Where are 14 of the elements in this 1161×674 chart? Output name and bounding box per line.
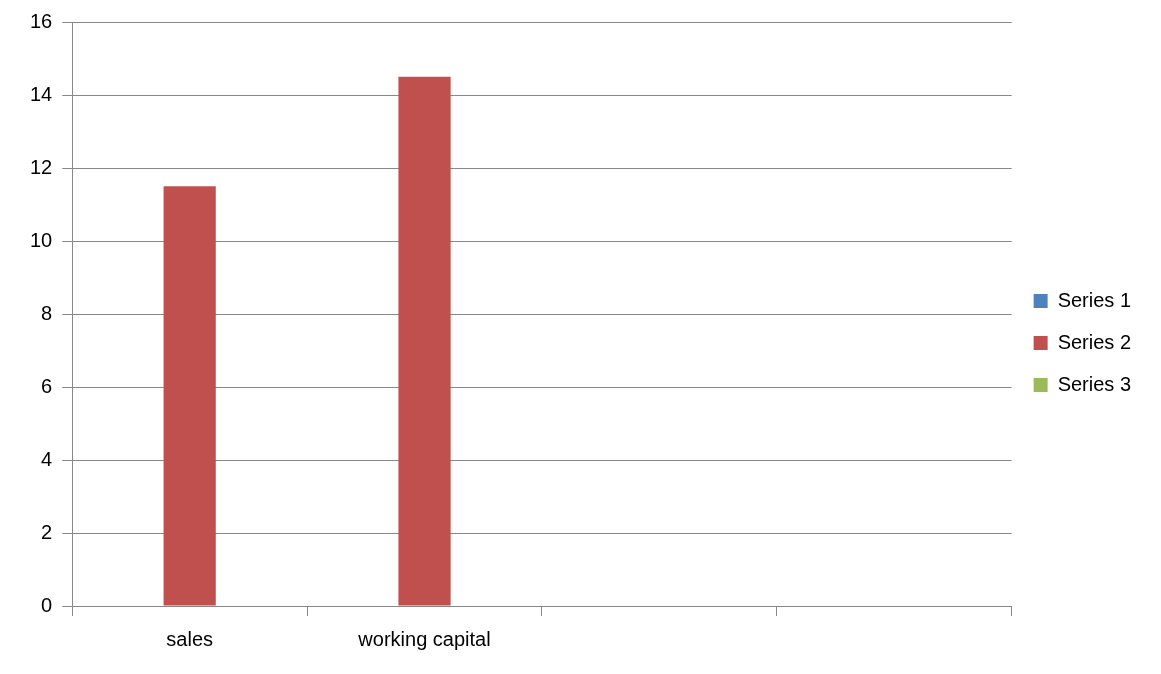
y-tick-label: 10 (30, 228, 53, 251)
y-tick-label: 0 (41, 593, 53, 616)
legend-label: Series 3 (1057, 372, 1132, 395)
x-tick-label: sales (166, 627, 214, 650)
y-tick-label: 16 (30, 9, 53, 32)
y-tick-label: 6 (41, 374, 53, 397)
y-tick-label: 8 (41, 301, 53, 324)
legend-label: Series 2 (1057, 330, 1132, 353)
y-tick-label: 12 (30, 155, 53, 178)
y-tick-label: 14 (30, 82, 53, 105)
y-tick-label: 4 (41, 447, 53, 470)
legend-label: Series 1 (1057, 288, 1132, 311)
y-tick-label: 2 (41, 520, 53, 543)
x-tick-label: working capital (357, 627, 491, 650)
